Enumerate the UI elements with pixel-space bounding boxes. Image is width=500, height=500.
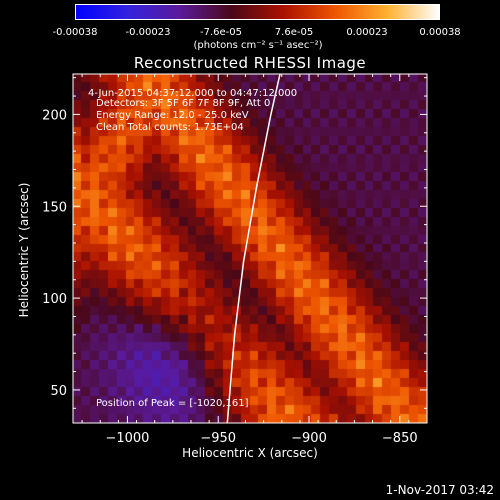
y-tick-label: 150 xyxy=(42,200,67,215)
x-tick-label: −850 xyxy=(382,431,418,446)
annotation-time-range: 4-Jun-2015 04:37:12.000 to 04:47:12.000 xyxy=(88,88,298,99)
y-tick-label: 200 xyxy=(42,108,67,123)
colorbar-tick-label: -7.6e-05 xyxy=(200,27,242,38)
colorbar-tick-label: -0.00038 xyxy=(52,27,98,38)
x-tick-label: −950 xyxy=(200,431,236,446)
colorbar-tick-label: 7.6e-05 xyxy=(274,27,314,38)
y-tick-label: 50 xyxy=(50,384,67,399)
timestamp: 1-Nov-2017 03:42 xyxy=(385,483,494,497)
x-axis-label: Heliocentric X (arcsec) xyxy=(182,446,318,460)
colorbar-tick-label: 0.00038 xyxy=(419,27,461,38)
annotation-detectors: Detectors: 3F 5F 6F 7F 8F 9F, Att 0 xyxy=(96,98,271,109)
y-tick-label: 100 xyxy=(42,292,67,307)
colorbar-tick-label: 0.00023 xyxy=(346,27,388,38)
x-tick-label: −900 xyxy=(291,431,327,446)
annotation-peak: Position of Peak = [-1020,161] xyxy=(96,398,249,409)
colorbar xyxy=(75,4,440,20)
x-tick-label: −1000 xyxy=(105,431,149,446)
annotation-energy: Energy Range: 12.0 - 25.0 keV xyxy=(96,110,249,121)
chart-title: Reconstructed RHESSI Image xyxy=(133,54,367,72)
annotation-clean: Clean Total counts: 1.73E+04 xyxy=(96,122,244,133)
colorbar-tick-label: -0.00023 xyxy=(125,27,171,38)
y-axis-label: Heliocentric Y (arcsec) xyxy=(17,182,31,318)
colorbar-unit: (photons cm⁻² s⁻¹ asec⁻²) xyxy=(193,40,323,51)
